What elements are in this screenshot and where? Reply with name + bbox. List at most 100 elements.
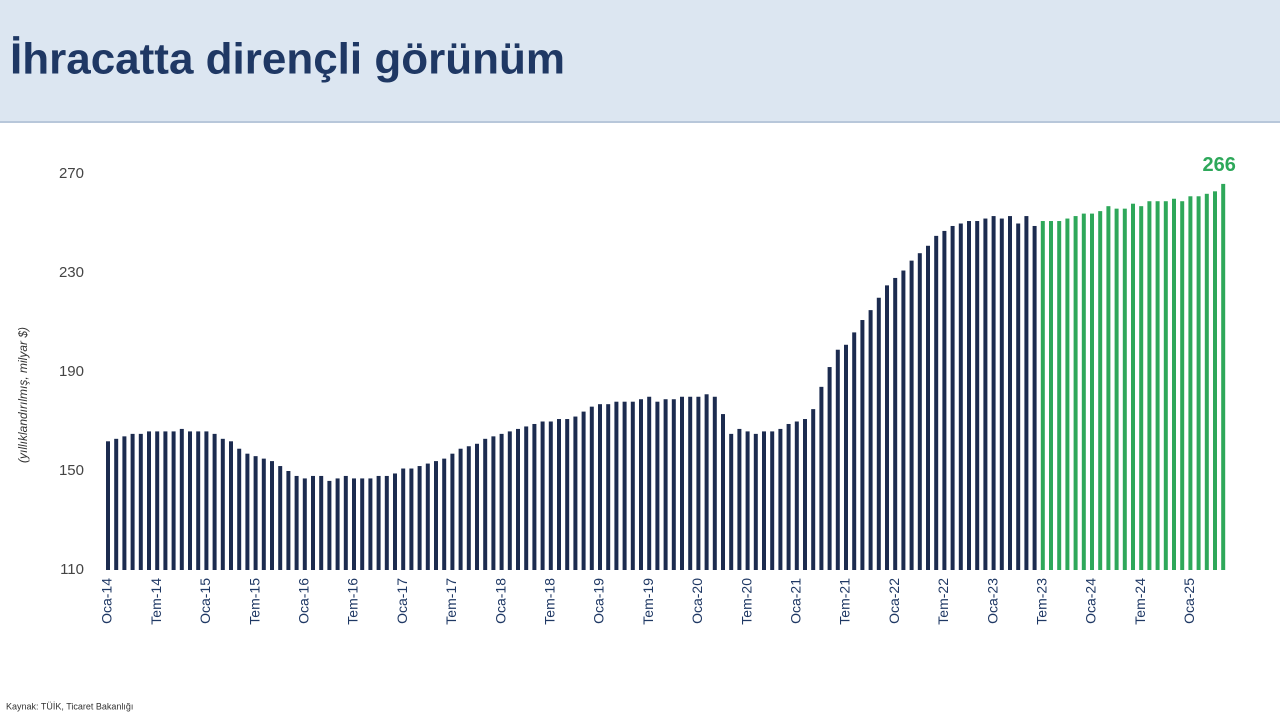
bar [819, 386, 824, 570]
x-tick-label: Tem-19 [640, 578, 656, 625]
bar [893, 277, 898, 570]
bar [1213, 191, 1217, 570]
bar [770, 431, 775, 570]
bar [1196, 196, 1201, 570]
bar [1008, 216, 1012, 570]
source-note: Kaynak: TÜİK, Ticaret Bakanlığı [6, 701, 133, 711]
bar [384, 475, 389, 570]
bar [483, 438, 488, 570]
bar [991, 216, 996, 570]
bar [926, 245, 930, 570]
x-tick-label: Oca-14 [99, 578, 115, 624]
x-tick-label: Tem-22 [935, 578, 951, 625]
bar [729, 433, 734, 570]
bar [885, 285, 889, 570]
bar [376, 475, 381, 570]
bar [270, 461, 274, 570]
bar [393, 473, 397, 570]
bar [721, 414, 725, 570]
bar [589, 406, 594, 570]
bar [286, 471, 291, 570]
bar [852, 332, 857, 570]
bar [1122, 208, 1127, 570]
bar [1081, 213, 1086, 570]
bar [630, 401, 635, 570]
bar [540, 421, 545, 570]
bar [466, 446, 471, 570]
bar [655, 401, 660, 570]
bar [155, 431, 160, 570]
bar [704, 394, 709, 570]
bar [1172, 198, 1176, 570]
bar [565, 419, 570, 570]
bar [934, 235, 939, 570]
bar [425, 463, 430, 570]
bar [811, 409, 816, 570]
bar [294, 475, 299, 570]
x-tick-label: Oca-20 [689, 578, 705, 624]
bar [1090, 213, 1094, 570]
bar [1163, 201, 1168, 570]
x-tick-label: Oca-16 [296, 578, 312, 624]
bar [278, 466, 283, 570]
bar [163, 431, 168, 570]
x-tick-label: Oca-18 [492, 578, 508, 624]
x-tick-label: Tem-16 [345, 578, 361, 625]
header-band [0, 0, 1280, 122]
bar [958, 223, 963, 570]
bar [909, 260, 914, 570]
bar [220, 438, 225, 570]
y-tick-label: 230 [59, 264, 84, 281]
x-tick-label: Tem-14 [148, 578, 164, 625]
bar [1139, 206, 1144, 571]
bar [1040, 221, 1045, 570]
bar [950, 225, 955, 570]
bar [237, 448, 242, 570]
x-tick-label: Oca-19 [591, 578, 607, 624]
bar [581, 411, 586, 570]
x-tick-label: Tem-18 [542, 578, 558, 625]
bar [786, 423, 791, 570]
bar [302, 478, 307, 570]
y-tick-label: 150 [59, 462, 84, 479]
bar [171, 431, 176, 570]
bar [606, 404, 611, 570]
bar [1049, 221, 1053, 570]
y-axis-title: (yıllıklandırılmış, milyar $) [16, 327, 30, 463]
bar [532, 423, 537, 570]
bar [507, 431, 512, 570]
bar [1032, 225, 1037, 570]
x-tick-label: Tem-23 [1034, 578, 1050, 625]
bar [1131, 203, 1135, 570]
bar [442, 458, 447, 570]
bar [434, 461, 438, 570]
bar [975, 221, 980, 570]
bar [475, 443, 479, 570]
bar [368, 478, 373, 570]
bar [122, 436, 127, 570]
bar [598, 404, 602, 570]
bar [1073, 216, 1078, 570]
bar [999, 218, 1004, 571]
bar [138, 433, 143, 570]
bar [917, 253, 922, 570]
bar [548, 421, 553, 570]
x-tick-label: Oca-15 [197, 578, 213, 624]
bar [516, 428, 520, 570]
bar [1180, 201, 1185, 570]
bar [417, 466, 422, 570]
x-tick-label: Oca-17 [394, 578, 410, 624]
bar [261, 458, 266, 570]
bar [844, 344, 848, 570]
bar [188, 431, 192, 570]
data-label: 266 [1203, 154, 1236, 176]
y-tick-label: 110 [60, 561, 84, 578]
bar [835, 349, 840, 570]
bar [253, 456, 258, 570]
bar [778, 428, 783, 570]
bar [794, 421, 799, 570]
bar [491, 436, 496, 570]
x-tick-label: Oca-22 [886, 578, 902, 624]
bar [352, 478, 356, 570]
bar [860, 320, 865, 570]
